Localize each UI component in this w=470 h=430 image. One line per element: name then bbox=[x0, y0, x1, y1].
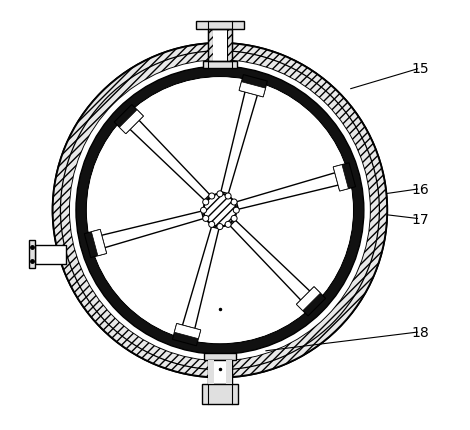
Polygon shape bbox=[239, 83, 266, 98]
Bar bbox=[29, 240, 35, 269]
Circle shape bbox=[209, 222, 215, 228]
Circle shape bbox=[217, 224, 223, 230]
Circle shape bbox=[233, 208, 239, 214]
Polygon shape bbox=[92, 230, 107, 256]
Bar bbox=[35, 245, 66, 264]
Polygon shape bbox=[230, 221, 311, 302]
Polygon shape bbox=[297, 287, 326, 316]
Circle shape bbox=[225, 194, 231, 200]
Polygon shape bbox=[128, 120, 210, 201]
Circle shape bbox=[201, 208, 206, 214]
Circle shape bbox=[203, 216, 209, 222]
Polygon shape bbox=[297, 287, 321, 311]
Bar bbox=[226, 360, 232, 384]
Circle shape bbox=[231, 200, 237, 206]
Polygon shape bbox=[114, 105, 143, 134]
Polygon shape bbox=[84, 230, 107, 258]
Circle shape bbox=[87, 78, 352, 343]
Bar bbox=[212, 30, 227, 62]
Text: 15: 15 bbox=[412, 62, 429, 76]
Polygon shape bbox=[174, 324, 201, 339]
Bar bbox=[208, 360, 214, 384]
Bar bbox=[208, 360, 232, 384]
Circle shape bbox=[231, 216, 237, 222]
Text: 17: 17 bbox=[412, 212, 429, 226]
Bar bbox=[204, 353, 236, 360]
Text: 16: 16 bbox=[411, 182, 429, 196]
Text: 14: 14 bbox=[28, 245, 46, 258]
Polygon shape bbox=[333, 163, 355, 191]
Polygon shape bbox=[333, 165, 348, 191]
Circle shape bbox=[209, 194, 215, 200]
Circle shape bbox=[225, 222, 231, 228]
Polygon shape bbox=[236, 173, 340, 210]
Polygon shape bbox=[172, 324, 201, 346]
Circle shape bbox=[70, 61, 370, 360]
Polygon shape bbox=[221, 91, 258, 194]
Bar bbox=[203, 62, 237, 69]
Polygon shape bbox=[239, 75, 267, 98]
Circle shape bbox=[53, 44, 387, 378]
Text: 18: 18 bbox=[411, 325, 429, 339]
Polygon shape bbox=[182, 227, 219, 331]
Bar bbox=[196, 22, 243, 30]
Circle shape bbox=[203, 200, 209, 206]
Bar bbox=[208, 30, 212, 62]
Bar bbox=[208, 30, 232, 62]
Circle shape bbox=[217, 191, 223, 197]
Bar bbox=[202, 384, 238, 404]
Polygon shape bbox=[100, 212, 204, 249]
Circle shape bbox=[204, 194, 236, 227]
Polygon shape bbox=[119, 111, 143, 134]
Bar bbox=[227, 30, 232, 62]
